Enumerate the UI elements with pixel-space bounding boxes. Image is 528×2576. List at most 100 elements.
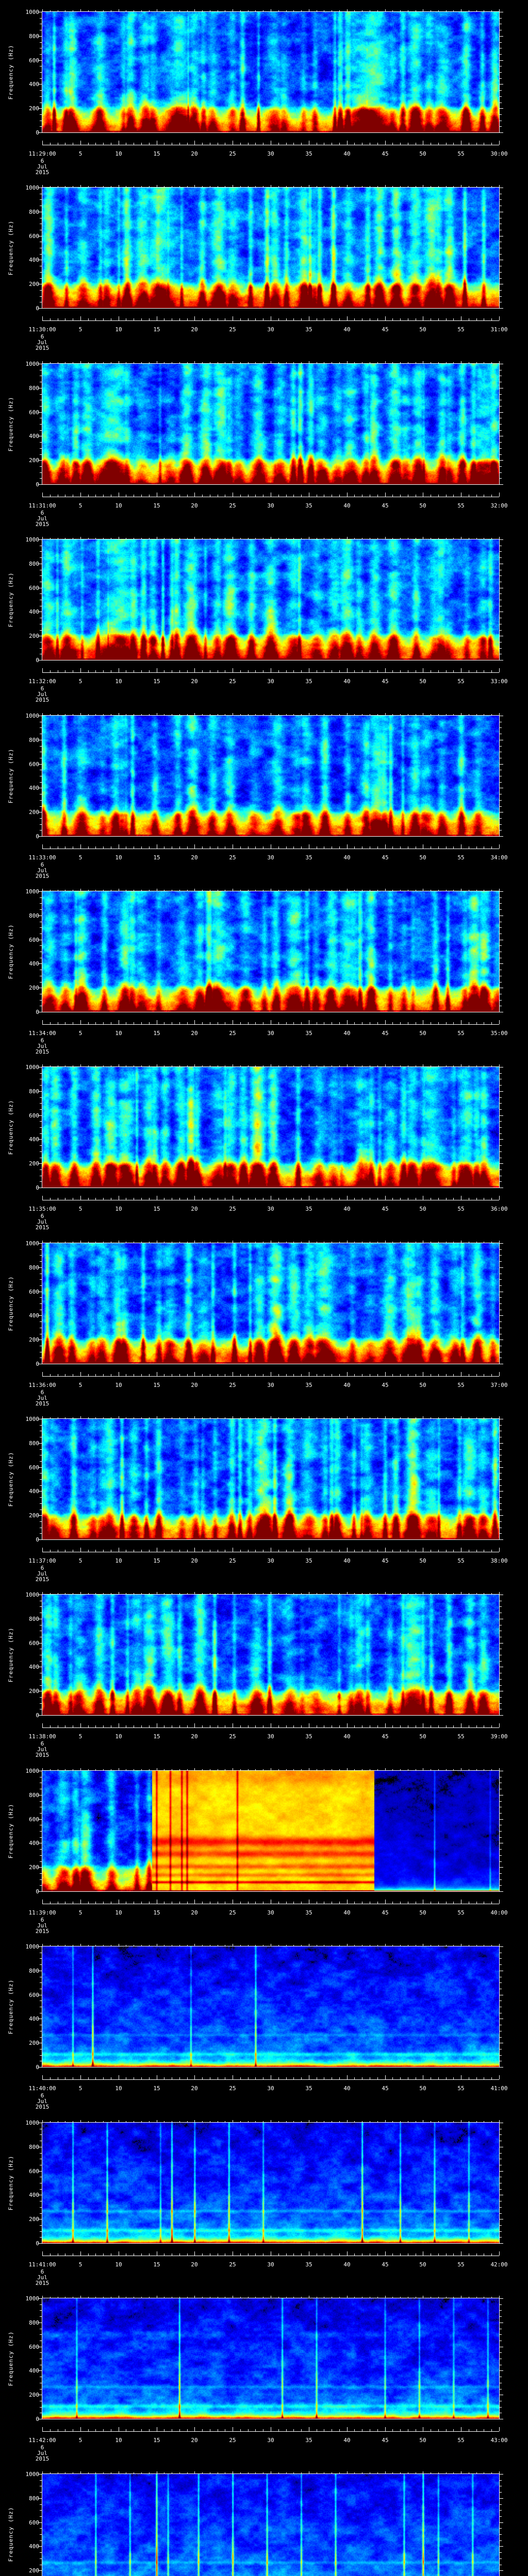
x-top-tick bbox=[286, 2121, 287, 2122]
y-axis-tick bbox=[40, 824, 42, 825]
x-top-tick bbox=[392, 1769, 393, 1770]
x-top-tick bbox=[248, 1593, 249, 1594]
x-top-tick bbox=[88, 1945, 89, 1946]
y-axis-tick bbox=[40, 927, 42, 928]
x-top-tick bbox=[149, 1593, 150, 1594]
x-top-tick bbox=[202, 186, 203, 187]
x-top-tick bbox=[377, 1593, 378, 1594]
x-top-tick bbox=[301, 1242, 302, 1243]
x-top-tick bbox=[392, 2472, 393, 2473]
y-axis-tick bbox=[40, 126, 42, 127]
y-axis-tick bbox=[40, 442, 42, 443]
x-top-tick bbox=[103, 1945, 104, 1946]
x-axis-tick bbox=[278, 1725, 279, 1727]
x-top-tick bbox=[293, 538, 294, 539]
x-top-tick bbox=[88, 186, 89, 187]
x-axis-tick bbox=[354, 2253, 355, 2256]
x-top-tick bbox=[301, 1945, 302, 1946]
x-axis-tick bbox=[194, 1196, 195, 1200]
date-label-line: Jul bbox=[37, 515, 47, 522]
x-top-tick bbox=[286, 1065, 287, 1066]
x-top-tick bbox=[80, 185, 81, 187]
x-axis-tick bbox=[278, 318, 279, 320]
x-top-tick bbox=[491, 1593, 492, 1594]
x-axis-tick bbox=[438, 495, 439, 497]
x-axis-tick bbox=[248, 143, 249, 145]
x-end-time-label: 34:00 bbox=[490, 854, 508, 861]
y-axis-tick-right bbox=[500, 1831, 502, 1832]
x-tick-label: 30 bbox=[267, 1382, 274, 1388]
y-tick-label: 1000 bbox=[25, 2471, 40, 2478]
x-top-tick bbox=[95, 1065, 96, 1066]
spectrogram-panel: Frequency (Hz) 11:43:00 44:00 0200400600… bbox=[0, 2471, 528, 2576]
x-top-tick bbox=[438, 10, 439, 11]
x-tick-label: 5 bbox=[78, 1733, 82, 1740]
y-axis-tick bbox=[40, 557, 42, 558]
x-top-tick bbox=[293, 2121, 294, 2122]
x-top-tick bbox=[149, 362, 150, 363]
x-axis-tick bbox=[377, 670, 378, 672]
x-tick-label: 20 bbox=[191, 2085, 198, 2092]
x-top-tick bbox=[149, 186, 150, 187]
x-start-time-label: 11:36:00 bbox=[28, 1382, 56, 1388]
x-axis-tick bbox=[286, 1902, 287, 1904]
x-axis-tick bbox=[50, 1374, 51, 1376]
y-tick-label: 1000 bbox=[25, 1943, 40, 1950]
x-top-tick bbox=[88, 1593, 89, 1594]
x-top-tick bbox=[400, 1065, 401, 1066]
x-axis-tick bbox=[149, 2253, 150, 2256]
x-top-tick bbox=[248, 186, 249, 187]
x-tick-label: 20 bbox=[191, 326, 198, 333]
x-top-tick bbox=[240, 2121, 241, 2122]
y-axis-tick bbox=[40, 1873, 42, 1874]
x-top-tick bbox=[240, 1242, 241, 1243]
x-tick-label: 10 bbox=[115, 1382, 122, 1388]
x-axis-tick bbox=[202, 2253, 203, 2256]
y-tick-label: 400 bbox=[29, 1312, 39, 1319]
x-axis-tick bbox=[255, 1550, 256, 1552]
x-top-tick bbox=[499, 2120, 500, 2122]
x-top-tick bbox=[392, 1065, 393, 1066]
x-axis-tick bbox=[179, 670, 180, 672]
spectrogram-panel: Frequency (Hz) 11:30:00 31:00 0 200 400 600… bbox=[0, 185, 528, 364]
x-tick-label: 55 bbox=[457, 1909, 465, 1916]
spectrogram-heatmap bbox=[42, 1771, 499, 1891]
x-tick-label: 35 bbox=[305, 2085, 312, 2092]
x-axis-tick bbox=[88, 670, 89, 672]
x-top-tick bbox=[202, 1593, 203, 1594]
x-top-tick bbox=[301, 1065, 302, 1066]
y-axis-tick-right bbox=[500, 1279, 502, 1280]
x-axis-tick bbox=[392, 318, 393, 320]
x-axis-tick bbox=[453, 1374, 454, 1376]
x-top-tick bbox=[202, 1769, 203, 1770]
x-top-tick bbox=[187, 2472, 188, 2473]
x-tick-label: 50 bbox=[419, 1030, 426, 1037]
x-tick-label: 30 bbox=[267, 1557, 274, 1564]
y-axis-tick bbox=[40, 2516, 42, 2517]
date-label-line: Jul bbox=[37, 867, 47, 874]
y-axis-tick-right bbox=[500, 800, 502, 801]
x-tick-label: 15 bbox=[153, 1557, 160, 1564]
x-top-tick bbox=[347, 889, 348, 891]
date-label-line: 6 bbox=[40, 158, 44, 164]
x-top-tick bbox=[95, 1242, 96, 1243]
date-label-line: Jul bbox=[37, 339, 47, 346]
x-top-tick bbox=[438, 890, 439, 891]
x-axis-tick bbox=[438, 1374, 439, 1376]
x-top-tick bbox=[42, 1944, 43, 1946]
y-axis-tick-right bbox=[500, 114, 502, 115]
x-axis-tick bbox=[347, 493, 348, 497]
x-tick-label: 10 bbox=[115, 2085, 122, 2092]
x-top-tick bbox=[385, 713, 386, 715]
y-axis-tick bbox=[40, 1855, 42, 1856]
x-top-tick bbox=[400, 1769, 401, 1770]
x-axis-tick bbox=[240, 143, 241, 145]
y-axis-tick bbox=[40, 2480, 42, 2481]
x-tick-label: 5 bbox=[78, 678, 82, 685]
x-axis-tick bbox=[476, 1374, 477, 1376]
x-top-tick bbox=[301, 10, 302, 11]
spectrogram-heatmap bbox=[42, 1243, 499, 1364]
y-tick-label: 200 bbox=[29, 105, 39, 112]
x-top-tick bbox=[446, 1945, 447, 1946]
y-axis-tick bbox=[40, 1145, 42, 1146]
